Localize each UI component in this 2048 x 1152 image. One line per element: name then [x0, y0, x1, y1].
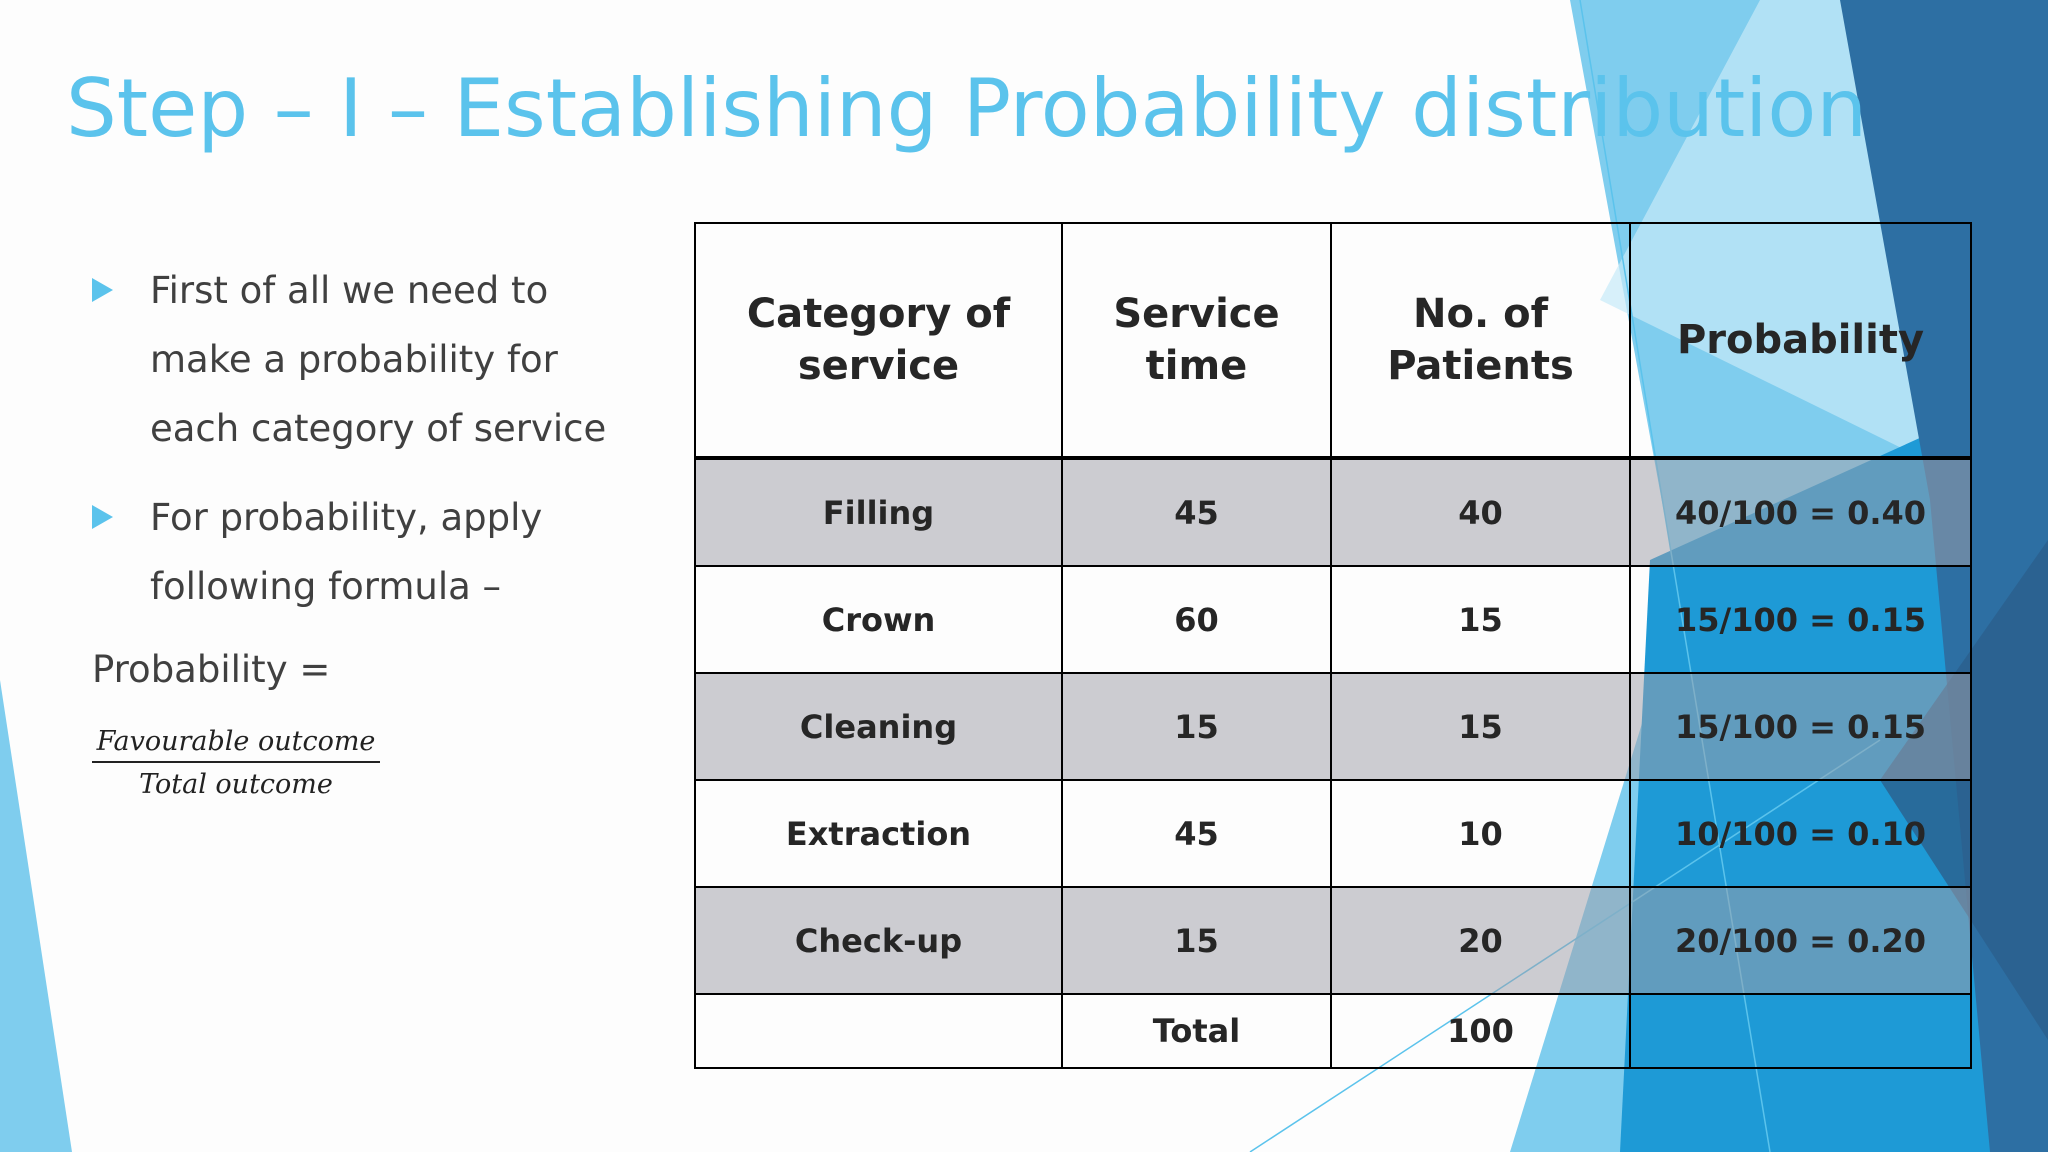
cell-patients: 15 — [1330, 672, 1631, 781]
cell-probability: 15/100 = 0.15 — [1629, 672, 1972, 781]
header-probability: Probability — [1629, 222, 1972, 460]
page-title: Step – I – Establishing Probability dist… — [66, 62, 1868, 155]
cell-probability: 15/100 = 0.15 — [1629, 565, 1972, 674]
cell-service-time: 45 — [1061, 779, 1332, 888]
cell-category: Filling — [694, 457, 1063, 567]
header-patients: No. of Patients — [1330, 222, 1631, 460]
cell-probability: 20/100 = 0.20 — [1629, 886, 1972, 995]
cell-service-time: 45 — [1061, 457, 1332, 567]
table-row: Crown 60 15 15/100 = 0.15 — [694, 565, 1972, 674]
cell-category: Extraction — [694, 779, 1063, 888]
cell-probability: 40/100 = 0.40 — [1629, 457, 1972, 567]
header-category: Category of service — [694, 222, 1063, 460]
probability-table: Category of service Service time No. of … — [694, 222, 1972, 1069]
bullet-arrow-icon — [92, 505, 113, 529]
cell-patients: 40 — [1330, 457, 1631, 567]
deco-left-sliver — [0, 680, 72, 1152]
cell-total-value: 100 — [1330, 993, 1631, 1069]
cell-service-time: 15 — [1061, 672, 1332, 781]
cell-category: Cleaning — [694, 672, 1063, 781]
cell-patients: 15 — [1330, 565, 1631, 674]
cell-total-label: Total — [1061, 993, 1332, 1069]
cell-service-time: 15 — [1061, 886, 1332, 995]
bullet-text: First of all we need to make a probabili… — [150, 269, 607, 450]
cell-service-time: 60 — [1061, 565, 1332, 674]
formula-numerator: Favourable outcome — [92, 726, 380, 763]
bullet-list: First of all we need to make a probabili… — [92, 256, 652, 641]
table-header-row: Category of service Service time No. of … — [694, 222, 1972, 460]
cell-probability: 10/100 = 0.10 — [1629, 779, 1972, 888]
header-service-time: Service time — [1061, 222, 1332, 460]
bullet-item: For probability, apply following formula… — [92, 483, 652, 621]
table-row: Extraction 45 10 10/100 = 0.10 — [694, 779, 1972, 888]
cell-category: Crown — [694, 565, 1063, 674]
table-total-row: Total 100 — [694, 993, 1972, 1069]
table-row: Cleaning 15 15 15/100 = 0.15 — [694, 672, 1972, 781]
formula-fraction: Favourable outcome Total outcome — [92, 726, 380, 800]
bullet-text: For probability, apply following formula… — [150, 496, 543, 608]
cell-patients: 20 — [1330, 886, 1631, 995]
cell-category: Check-up — [694, 886, 1063, 995]
cell-patients: 10 — [1330, 779, 1631, 888]
formula-label: Probability = — [92, 648, 331, 691]
cell-total-empty — [1629, 993, 1972, 1069]
cell-total-empty — [694, 993, 1063, 1069]
table-row: Check-up 15 20 20/100 = 0.20 — [694, 886, 1972, 995]
bullet-item: First of all we need to make a probabili… — [92, 256, 652, 463]
bullet-arrow-icon — [92, 278, 113, 302]
formula-denominator: Total outcome — [139, 769, 333, 800]
table-row: Filling 45 40 40/100 = 0.40 — [694, 457, 1972, 567]
